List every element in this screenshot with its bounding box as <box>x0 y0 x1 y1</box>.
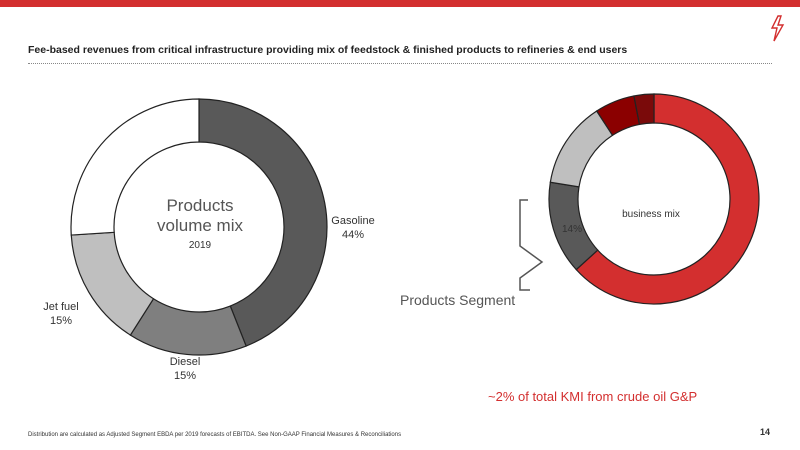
donut1-subtitle: 2019 <box>188 240 212 251</box>
diesel-value: 15% <box>173 370 197 382</box>
headline: Fee-based revenues from critical infrast… <box>28 44 628 56</box>
products-segment-bracket <box>519 199 544 291</box>
business-mix-donut <box>548 93 760 305</box>
business-mix-slice-2 <box>549 110 614 188</box>
products-segment-label: Products Segment <box>400 292 516 308</box>
gasoline-label: Gasoline 44% <box>318 214 388 242</box>
donut1-title: Products volume mix <box>157 196 243 235</box>
gasoline-value: 44% <box>341 229 365 241</box>
products-mix-slice-0 <box>198 98 328 347</box>
top-accent-bar <box>0 0 800 7</box>
divider <box>28 63 772 64</box>
donut2-center-label: business mix <box>622 209 680 220</box>
jet-fuel-name: Jet fuel <box>43 301 79 313</box>
products-segment-value: 14% <box>561 224 582 235</box>
products-volume-mix-donut <box>70 98 328 356</box>
gasoline-name: Gasoline <box>331 215 375 227</box>
crude-oil-callout: ~2% of total KMI from crude oil G&P <box>488 389 698 404</box>
footnote: Distribution are calculated as Adjusted … <box>28 432 402 438</box>
diesel-label: Diesel 15% <box>150 355 220 383</box>
products-mix-slice-3 <box>70 98 200 236</box>
diesel-name: Diesel <box>169 356 201 368</box>
business-mix-slice-0 <box>575 93 760 305</box>
business-mix-slice-4 <box>633 93 655 126</box>
jet-fuel-value: 15% <box>49 315 73 327</box>
company-logo-icon <box>770 15 785 42</box>
jet-fuel-label: Jet fuel 15% <box>26 300 96 328</box>
page-number: 14 <box>760 427 771 437</box>
